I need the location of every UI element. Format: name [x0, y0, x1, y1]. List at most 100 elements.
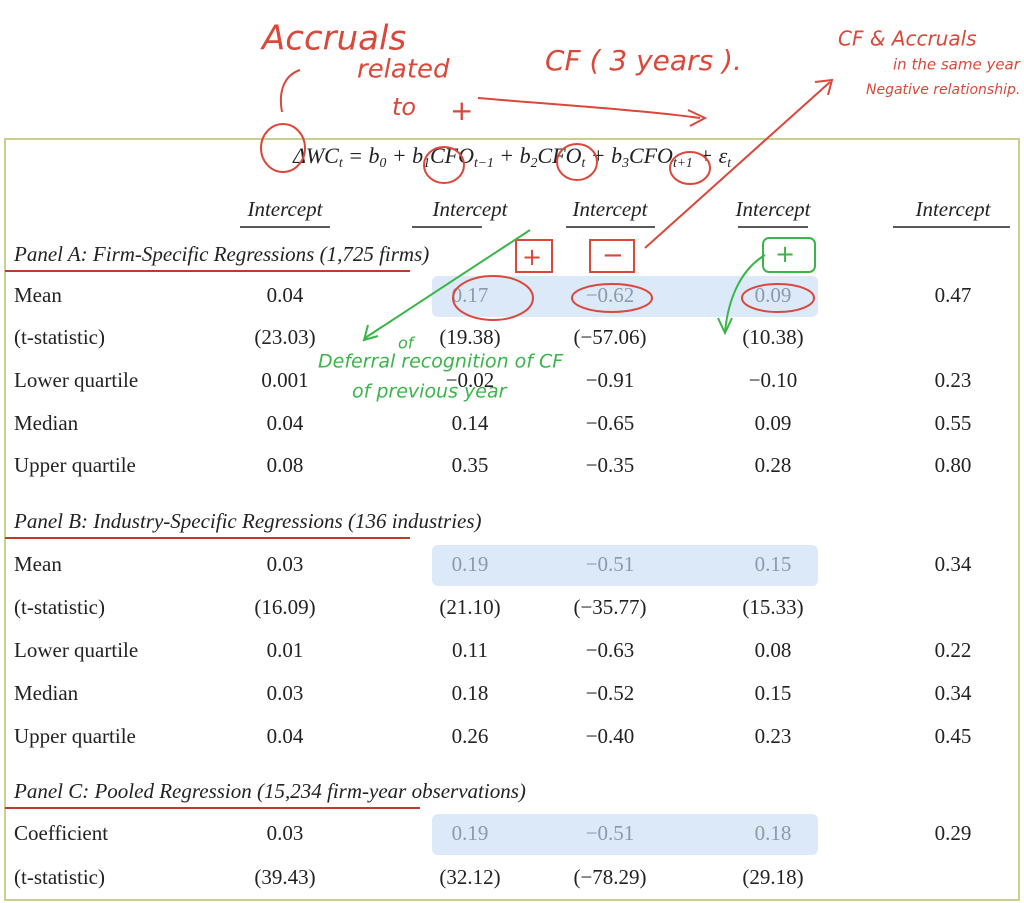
circle [571, 283, 653, 313]
column-header: Intercept [914, 197, 991, 221]
text-part: + b [494, 143, 531, 168]
text-part: + b [585, 143, 622, 168]
handwritten-note: of [398, 334, 416, 353]
subscript: t−1 [474, 155, 494, 170]
cell: (19.38) [439, 325, 500, 349]
cell: 0.09 [755, 411, 792, 435]
cell: −0.51 [586, 821, 635, 845]
highlight [432, 814, 818, 855]
highlights [432, 276, 818, 855]
cell: −0.10 [749, 368, 798, 392]
cell: (15.33) [742, 595, 803, 619]
red-strokes [260, 69, 834, 321]
cell: (32.12) [439, 865, 500, 889]
handwritten-note: in the same year [893, 56, 1021, 74]
panel-title: Panel C: Pooled Regression (15,234 firm-… [13, 779, 526, 803]
handwritten-note: to [392, 93, 416, 121]
column-header: Intercept [431, 197, 508, 221]
cell: 0.04 [267, 724, 304, 748]
row-label: Lower quartile [14, 368, 138, 392]
cell: −0.02 [446, 368, 495, 392]
panel-title: Panel A: Firm-Specific Regressions (1,72… [13, 242, 429, 266]
arrow [717, 254, 766, 336]
cell: 0.17 [452, 283, 489, 307]
row-label: Coefficient [14, 821, 108, 845]
cell: 0.80 [935, 453, 972, 477]
arrow [280, 69, 301, 113]
cell: 0.47 [935, 283, 972, 307]
text-part: Intercept [431, 197, 508, 221]
column-header: Intercept [571, 197, 648, 221]
subscript: t [339, 155, 344, 170]
text-part: Intercept [914, 197, 991, 221]
row-label: Upper quartile [14, 724, 136, 748]
handwritten-note: Negative relationship. [866, 82, 1020, 98]
handwritten-note: + [775, 240, 795, 268]
cell: 0.19 [452, 821, 489, 845]
circle [556, 143, 598, 181]
subscript: 1 [423, 155, 430, 170]
cell: (39.43) [254, 865, 315, 889]
cell: (23.03) [254, 325, 315, 349]
subscript: t+1 [673, 155, 693, 170]
highlight [432, 276, 818, 317]
subscript: t [727, 155, 732, 170]
arrow [477, 97, 708, 127]
text-part: Intercept [571, 197, 648, 221]
cell: 0.01 [267, 638, 304, 662]
cell: −0.51 [586, 552, 635, 576]
text-part: = b [343, 143, 380, 168]
cell: 0.03 [267, 552, 304, 576]
cell: 0.23 [935, 368, 972, 392]
row-label: (t-statistic) [14, 595, 105, 619]
equation: ΔWCt = b0 + b1CFOt−1 + b2CFOt + b3CFOt+1… [292, 143, 732, 170]
subscript: 2 [531, 155, 538, 170]
cell: 0.29 [935, 821, 972, 845]
text-part: CFO [430, 143, 474, 168]
row-label: Median [14, 411, 79, 435]
cell: 0.001 [261, 368, 308, 392]
cell: 0.22 [935, 638, 972, 662]
cell: 0.09 [755, 283, 792, 307]
cell: 0.45 [935, 724, 972, 748]
cell: 0.19 [452, 552, 489, 576]
cell: −0.35 [586, 453, 635, 477]
handwritten-note: CF ( 3 years ). [545, 44, 742, 77]
row-label: Mean [14, 283, 62, 307]
circle [423, 146, 465, 184]
subscript: t [581, 155, 586, 170]
table: ΔWCt = b0 + b1CFOt−1 + b2CFOt + b3CFOt+1… [5, 143, 1010, 889]
row-label: Lower quartile [14, 638, 138, 662]
box [762, 237, 816, 273]
cell: (−35.77) [573, 595, 646, 619]
box [515, 239, 553, 273]
cell: 0.15 [755, 681, 792, 705]
cell: (10.38) [742, 325, 803, 349]
cell: 0.03 [267, 821, 304, 845]
row-label: Mean [14, 552, 62, 576]
text-part: CFO [629, 143, 673, 168]
cell: (21.10) [439, 595, 500, 619]
handwritten-note: CF & Accruals [838, 27, 977, 51]
cell: 0.04 [267, 283, 304, 307]
cell: 0.34 [935, 681, 972, 705]
handwritten-note: Deferral recognition of CF [318, 351, 564, 373]
arrow [362, 229, 531, 342]
circle [452, 275, 534, 321]
cell: 0.23 [755, 724, 792, 748]
cell: 0.11 [452, 638, 488, 662]
panel-title: Panel B: Industry-Specific Regressions (… [13, 509, 482, 533]
cell: (29.18) [742, 865, 803, 889]
cell: 0.18 [755, 821, 792, 845]
handwritten-note: + [450, 94, 473, 127]
text-part: + b [386, 143, 423, 168]
cell: −0.65 [586, 411, 635, 435]
row-label: Upper quartile [14, 453, 136, 477]
text-part: Intercept [734, 197, 811, 221]
table-border [4, 138, 1020, 901]
cell: −0.52 [586, 681, 635, 705]
column-header: Intercept [246, 197, 323, 221]
cell: 0.04 [267, 411, 304, 435]
circle [669, 151, 711, 185]
